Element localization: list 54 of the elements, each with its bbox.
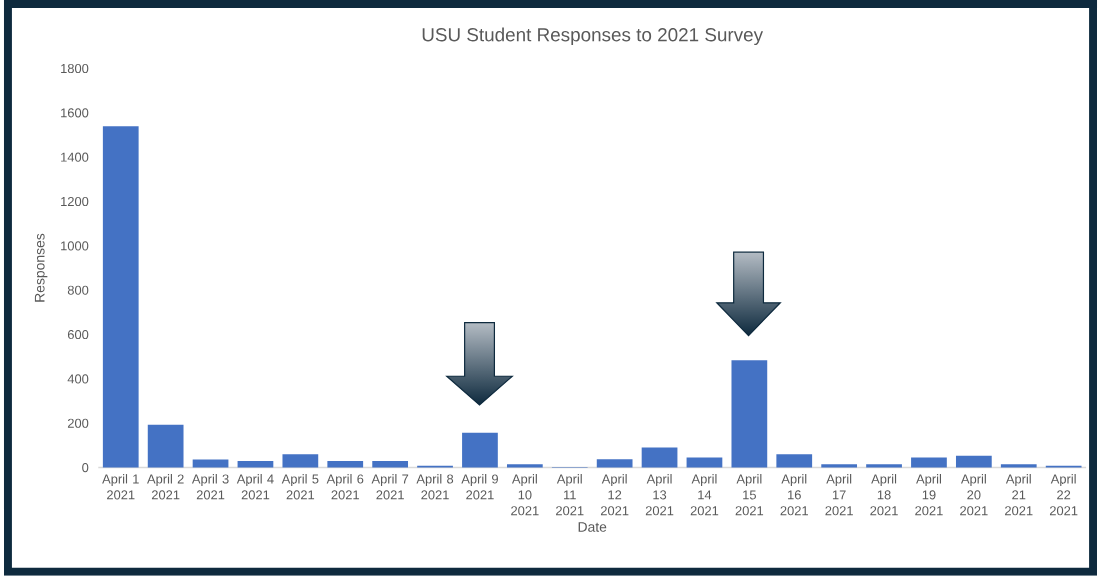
x-tick-label: April 18 2021: [870, 474, 898, 516]
bar: [911, 457, 947, 468]
y-tick-label: 400: [67, 374, 89, 384]
x-tick-label: April 2 2021: [147, 474, 184, 500]
y-tick-label: 1200: [61, 197, 89, 207]
x-tick-label: April 6 2021: [326, 474, 364, 500]
x-tick-label: April 9 2021: [461, 474, 498, 500]
x-tick-label: April 22 2021: [1049, 474, 1078, 516]
x-axis-title: Date: [578, 522, 607, 532]
x-tick-label: April 4 2021: [236, 474, 274, 500]
bar: [506, 464, 543, 468]
x-tick-label: April 21 2021: [1005, 474, 1033, 516]
x-tick-label: April 1 2021: [102, 474, 139, 500]
bar: [731, 360, 768, 468]
bar: [147, 424, 184, 468]
x-tick-label: April 12 2021: [600, 474, 629, 516]
y-tick-label: 0: [82, 463, 89, 473]
bar: [955, 455, 992, 468]
y-axis-title: Responses: [34, 233, 48, 302]
y-tick-label: 1000: [61, 241, 89, 251]
x-tick-label: April 11 2021: [556, 474, 584, 516]
bar: [237, 461, 274, 468]
y-tick-label: 1800: [61, 64, 89, 74]
bar: [372, 461, 409, 468]
x-tick-label: April 3 2021: [191, 474, 229, 500]
x-tick-label: April 17 2021: [825, 474, 853, 516]
bar: [102, 126, 139, 468]
bar: [462, 432, 498, 468]
x-tick-label: April 14 2021: [690, 474, 719, 516]
bar: [192, 459, 229, 468]
bar: [282, 454, 319, 468]
bar: [641, 447, 678, 468]
bar: [596, 459, 633, 468]
x-tick-label: April 8 2021: [416, 474, 454, 500]
bar: [866, 464, 902, 468]
x-tick-label: April 10 2021: [511, 474, 539, 516]
y-tick-label: 1400: [61, 152, 89, 162]
chart-title: USU Student Responses to 2021 Survey: [422, 27, 764, 46]
y-tick-label: 800: [67, 285, 89, 295]
bar: [1000, 464, 1037, 468]
bar: [686, 457, 723, 468]
x-tick-label: April 7 2021: [371, 474, 409, 500]
bar: [776, 454, 813, 468]
x-tick-label: April 13 2021: [645, 474, 674, 516]
x-tick-label: April 19 2021: [915, 474, 943, 516]
bar: [821, 464, 858, 468]
y-tick-label: 1600: [61, 108, 89, 118]
x-tick-label: April 16 2021: [780, 474, 808, 516]
x-tick-label: April 5 2021: [281, 474, 319, 500]
y-tick-label: 600: [67, 330, 89, 340]
x-tick-label: April 20 2021: [960, 474, 988, 516]
bar: [327, 461, 364, 468]
y-tick-label: 200: [67, 418, 89, 428]
x-tick-label: April 15 2021: [735, 474, 764, 516]
